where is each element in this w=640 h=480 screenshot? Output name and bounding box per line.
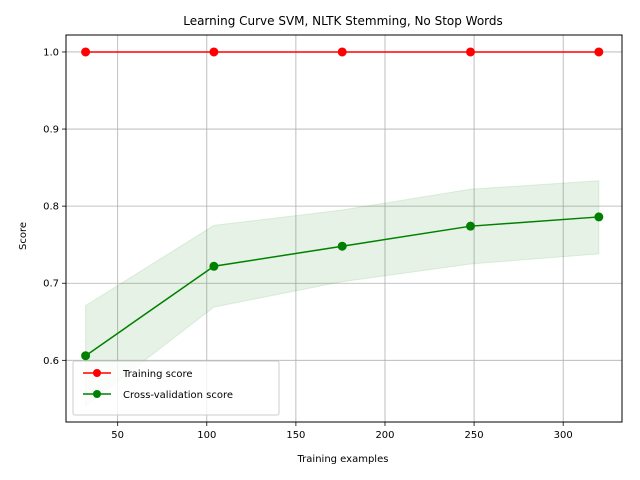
y-tick-label: 0.8 bbox=[43, 202, 59, 213]
score-band-1 bbox=[85, 180, 600, 407]
x-tick-label: 100 bbox=[197, 430, 216, 441]
data-point bbox=[594, 47, 604, 57]
data-point bbox=[209, 261, 219, 271]
legend: Training score Cross-validation score bbox=[72, 360, 280, 416]
data-point bbox=[81, 47, 91, 57]
data-point bbox=[337, 241, 347, 251]
plot-area bbox=[65, 34, 623, 423]
legend-marker bbox=[93, 369, 101, 377]
x-tick-label: 50 bbox=[111, 430, 124, 441]
x-axis-label: Training examples bbox=[297, 454, 389, 465]
legend-label: Cross-validation score bbox=[123, 390, 233, 401]
legend-marker bbox=[93, 390, 101, 398]
chart-title: Learning Curve SVM, NLTK Stemming, No St… bbox=[183, 14, 503, 28]
y-tick-label: 0.7 bbox=[43, 279, 59, 290]
data-point bbox=[466, 221, 476, 231]
x-tick-label: 250 bbox=[465, 430, 484, 441]
series-markers bbox=[81, 47, 604, 361]
x-tick-label: 300 bbox=[554, 430, 573, 441]
data-point bbox=[81, 351, 91, 361]
data-point bbox=[337, 47, 347, 57]
data-point bbox=[209, 47, 219, 57]
y-tick-label: 0.9 bbox=[43, 125, 59, 136]
data-point bbox=[466, 47, 476, 57]
y-axis-ticks: 0.6 0.7 0.8 0.9 1.0 bbox=[43, 47, 66, 367]
data-point bbox=[594, 212, 604, 222]
legend-label: Training score bbox=[122, 369, 193, 380]
x-tick-label: 150 bbox=[286, 430, 305, 441]
y-axis-label: Score bbox=[18, 222, 29, 250]
y-tick-label: 0.6 bbox=[43, 356, 59, 367]
plot-frame bbox=[65, 34, 623, 423]
legend-items: Training score Cross-validation score bbox=[83, 369, 233, 401]
x-tick-label: 200 bbox=[375, 430, 394, 441]
x-axis-ticks: 50 100 150 200 250 300 bbox=[111, 422, 573, 441]
legend-box bbox=[72, 360, 280, 416]
y-tick-label: 1.0 bbox=[43, 47, 59, 58]
